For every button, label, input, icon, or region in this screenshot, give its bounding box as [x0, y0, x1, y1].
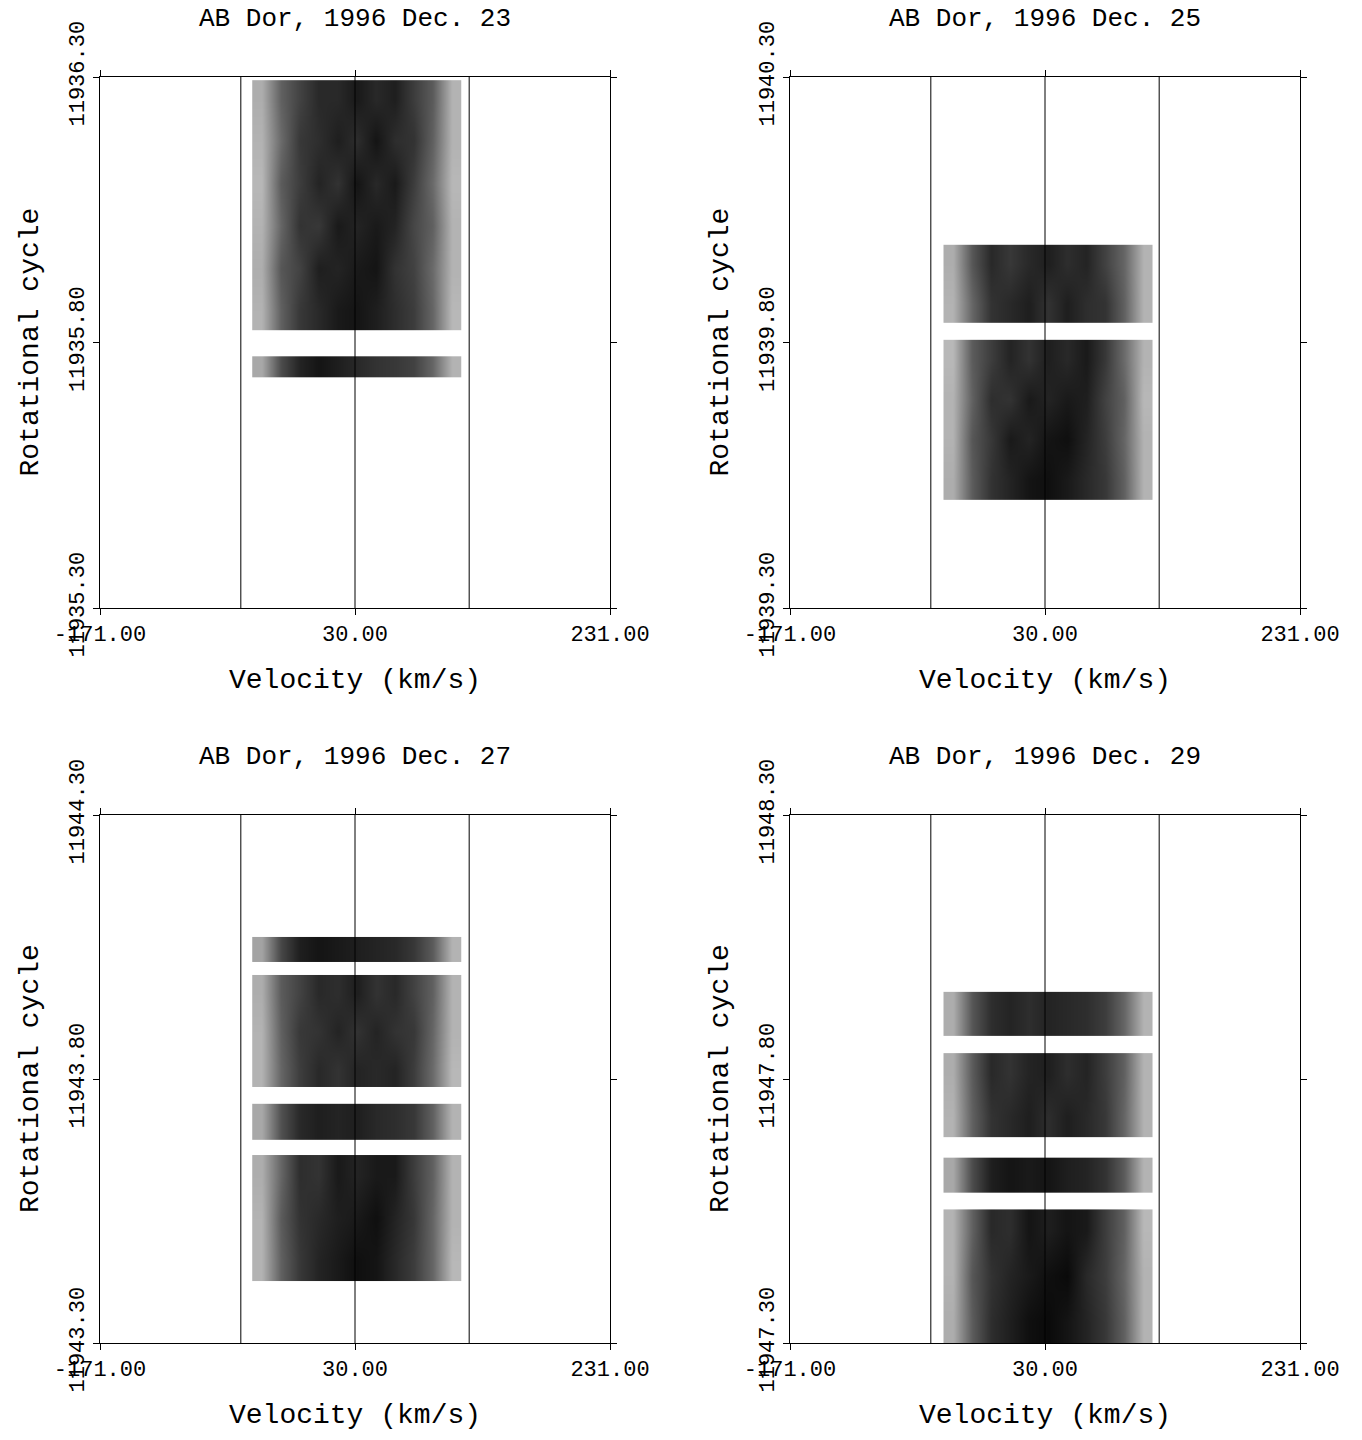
svg-text:-171.00: -171.00 — [54, 1358, 146, 1383]
svg-text:Velocity (km/s): Velocity (km/s) — [919, 1400, 1171, 1431]
svg-text:11935.80: 11935.80 — [66, 286, 91, 392]
svg-text:Rotational cycle: Rotational cycle — [705, 944, 736, 1213]
svg-text:30.00: 30.00 — [1012, 623, 1078, 648]
svg-text:-171.00: -171.00 — [744, 623, 836, 648]
svg-text:AB Dor, 1996 Dec. 25: AB Dor, 1996 Dec. 25 — [889, 4, 1201, 34]
svg-text:231.00: 231.00 — [570, 1358, 649, 1383]
svg-text:231.00: 231.00 — [1260, 1358, 1339, 1383]
svg-text:11943.30: 11943.30 — [66, 1287, 91, 1393]
svg-text:231.00: 231.00 — [1260, 623, 1339, 648]
svg-text:11944.30: 11944.30 — [66, 759, 91, 865]
svg-text:Velocity (km/s): Velocity (km/s) — [229, 665, 481, 696]
svg-text:AB Dor, 1996 Dec. 29: AB Dor, 1996 Dec. 29 — [889, 742, 1201, 772]
svg-text:AB Dor, 1996 Dec. 23: AB Dor, 1996 Dec. 23 — [199, 4, 511, 34]
svg-text:11947.30: 11947.30 — [756, 1287, 781, 1393]
svg-text:11947.80: 11947.80 — [756, 1023, 781, 1129]
svg-text:Rotational cycle: Rotational cycle — [15, 944, 46, 1213]
svg-text:Velocity (km/s): Velocity (km/s) — [919, 665, 1171, 696]
svg-text:Rotational cycle: Rotational cycle — [15, 208, 46, 477]
svg-text:30.00: 30.00 — [322, 623, 388, 648]
svg-text:AB Dor, 1996 Dec. 27: AB Dor, 1996 Dec. 27 — [199, 742, 511, 772]
svg-text:11943.80: 11943.80 — [66, 1023, 91, 1129]
svg-text:11935.30: 11935.30 — [66, 552, 91, 658]
svg-text:-171.00: -171.00 — [744, 1358, 836, 1383]
svg-text:11939.80: 11939.80 — [756, 286, 781, 392]
svg-text:30.00: 30.00 — [1012, 1358, 1078, 1383]
svg-text:-171.00: -171.00 — [54, 623, 146, 648]
svg-text:11948.30: 11948.30 — [756, 759, 781, 865]
svg-text:11939.30: 11939.30 — [756, 552, 781, 658]
svg-text:11936.30: 11936.30 — [66, 21, 91, 127]
svg-text:30.00: 30.00 — [322, 1358, 388, 1383]
svg-text:Rotational cycle: Rotational cycle — [705, 208, 736, 477]
svg-text:231.00: 231.00 — [570, 623, 649, 648]
svg-text:Velocity (km/s): Velocity (km/s) — [229, 1400, 481, 1431]
svg-text:11940.30: 11940.30 — [756, 21, 781, 127]
